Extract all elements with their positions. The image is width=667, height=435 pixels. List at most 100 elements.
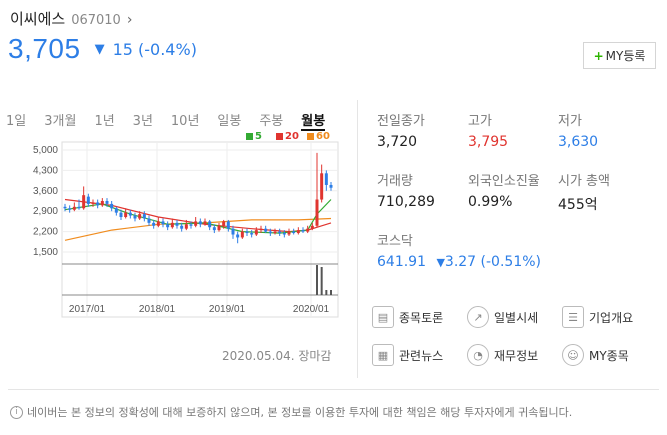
candle-body (194, 221, 198, 226)
link-label: MY종목 (589, 348, 629, 363)
candle-body (282, 233, 286, 235)
candle-body (273, 231, 277, 234)
link-related-news[interactable]: ▦ 관련뉴스 (372, 344, 443, 366)
tab-2[interactable]: 1년 (94, 114, 115, 129)
candle-body (156, 221, 160, 226)
candle-body (250, 233, 254, 235)
chart-range-tabs: 1일 3개월 1년 3년 10년 일봉 주봉 월봉 (6, 110, 343, 131)
trend-icon: ↗ (467, 306, 489, 328)
stat-prev-close: 전일종가 3,720 (377, 110, 425, 150)
candle-body (68, 208, 72, 210)
ma20-line (64, 198, 332, 233)
candle-body (119, 212, 123, 218)
tab-5[interactable]: 일봉 (217, 114, 242, 129)
candle-body (77, 206, 81, 209)
tab-7[interactable]: 월봉 (301, 110, 326, 131)
candle-body (105, 201, 109, 204)
link-daily-price[interactable]: ↗ 일별시세 (467, 306, 538, 328)
stock-name[interactable]: 이씨에스 (10, 10, 66, 28)
candle-body (91, 202, 95, 204)
candle-body (63, 206, 67, 209)
volume-bar (330, 290, 332, 295)
legend-ma20: 20 (276, 131, 299, 142)
link-my-stocks[interactable]: ☺ MY종목 (562, 344, 629, 366)
disclaimer: i 네이버는 본 정보의 정확성에 대해 보증하지 않으며, 본 정보를 이용한… (10, 404, 572, 420)
tab-6[interactable]: 주봉 (259, 114, 284, 129)
tab-3[interactable]: 3년 (132, 114, 153, 129)
stat-value: 710,289 (377, 194, 435, 210)
candle-body (189, 224, 193, 226)
candle-body (212, 227, 216, 231)
candle-body (133, 215, 137, 219)
stat-label: 고가 (468, 114, 492, 129)
y-tick-label: 1,500 (33, 247, 58, 258)
stat-label: 시가 총액 (558, 174, 610, 189)
timestamp: 2020.05.04. 장마감 (222, 349, 332, 363)
down-arrow-icon: ▼ (94, 41, 105, 57)
legend-ma5: 5 (246, 131, 262, 142)
candle-body (184, 224, 188, 229)
candle-body (320, 173, 324, 200)
candle-body (240, 231, 244, 238)
candle-body (180, 225, 184, 229)
candle-body (296, 230, 300, 234)
stat-high: 고가 3,795 (468, 110, 508, 150)
candle-body (72, 206, 76, 210)
stat-value: 3,720 (377, 134, 418, 150)
candle-body (278, 231, 282, 234)
link-label: 일별시세 (494, 310, 539, 325)
candle-body (96, 202, 100, 206)
stat-label: 저가 (558, 114, 582, 129)
candle-body (161, 221, 165, 225)
candle-body (166, 224, 170, 228)
kosdaq-index[interactable]: 코스닥 641.91 ▼3.27 (-0.51%) (377, 230, 541, 270)
plus-icon: + (593, 48, 604, 63)
link-label: 관련뉴스 (399, 348, 444, 363)
stat-label: 전일종가 (377, 114, 425, 129)
candle-body (222, 221, 226, 226)
tab-0[interactable]: 1일 (6, 114, 27, 129)
stat-value: 455억 (558, 197, 598, 213)
stock-chart[interactable]: 5,000 4,300 3,600 2,900 2,200 1,500 2017/01 201… (0, 140, 345, 320)
candle-body (217, 225, 221, 231)
my-register-button[interactable]: + MY등록 (583, 42, 656, 69)
legend-label: 60 (316, 131, 330, 142)
candle-body (152, 222, 156, 226)
candle-body (236, 234, 240, 238)
link-label: 기업개요 (589, 310, 634, 325)
link-label: 재무정보 (494, 348, 539, 363)
candle-body (329, 184, 333, 188)
candle-body (310, 225, 314, 229)
x-tick-label: 2020/01 (293, 304, 330, 315)
divider (8, 389, 659, 390)
chevron-right-icon[interactable]: › (126, 12, 133, 28)
my-register-label: MY등록 (605, 49, 646, 63)
legend-ma60: 60 (307, 131, 330, 142)
stat-value: 3,630 (558, 134, 599, 150)
document-icon: ☰ (562, 306, 584, 328)
x-tick-label: 2017/01 (69, 304, 106, 315)
link-company-overview[interactable]: ☰ 기업개요 (562, 306, 633, 328)
link-financials[interactable]: ◔ 재무정보 (467, 344, 538, 366)
price-row: 3,705 ▼ 15 (-0.4%) (8, 33, 197, 65)
divider (357, 100, 358, 378)
tab-4[interactable]: 10년 (170, 114, 200, 129)
candle-body (301, 230, 305, 232)
legend-swatch (307, 132, 314, 140)
y-tick-label: 4,300 (33, 165, 58, 176)
link-discussion[interactable]: ▤ 종목토론 (372, 306, 443, 328)
legend-label: 20 (285, 131, 299, 142)
candle-body (324, 173, 328, 185)
candle-body (138, 214, 142, 219)
candle-body (245, 231, 249, 234)
tab-1[interactable]: 3개월 (44, 114, 77, 129)
candle-body (292, 231, 296, 234)
stat-value: 3,795 (468, 134, 509, 150)
disclaimer-text: 네이버는 본 정보의 정확성에 대해 보증하지 않으며, 본 정보를 이용한 투… (27, 406, 573, 419)
current-price: 3,705 (8, 33, 81, 64)
candle-body (170, 222, 174, 228)
candle-body (110, 203, 114, 209)
stock-code: 067010 (71, 13, 121, 28)
candle-body (175, 222, 179, 226)
stock-header[interactable]: 이씨에스 067010 › (10, 8, 132, 29)
